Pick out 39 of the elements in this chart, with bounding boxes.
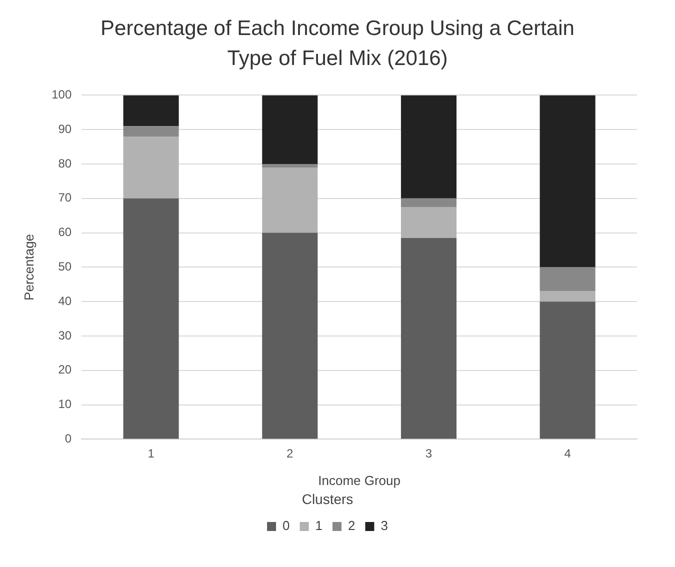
bar xyxy=(540,267,596,292)
bar xyxy=(540,302,596,439)
bar xyxy=(400,207,456,238)
legend-label: 2 xyxy=(348,518,356,534)
y-tick-label: 20 xyxy=(58,362,72,377)
bar xyxy=(540,291,596,302)
chart-title: Percentage of Each Income Group Using a Certain Type of Fuel Mix (2016) xyxy=(100,16,576,72)
y-tick-label: 30 xyxy=(58,328,72,342)
bar xyxy=(262,232,318,439)
legend-title: Clusters xyxy=(302,491,354,508)
y-tick-label: 80 xyxy=(58,156,72,170)
bar xyxy=(400,198,456,207)
y-tick-label: 100 xyxy=(52,88,72,102)
y-tick-label: 70 xyxy=(58,190,72,205)
x-tick-label: 4 xyxy=(564,446,572,461)
x-tick-label: 1 xyxy=(148,446,155,461)
bar xyxy=(400,95,456,198)
y-tick-label: 50 xyxy=(58,260,72,274)
x-axis-title: Income Group xyxy=(318,472,400,488)
legend-label: 3 xyxy=(380,518,388,534)
bar xyxy=(123,126,179,136)
bar xyxy=(123,198,179,439)
legend-label: 0 xyxy=(282,518,290,534)
bar xyxy=(123,95,179,126)
bar xyxy=(540,95,596,268)
bar xyxy=(262,95,318,164)
y-tick-label: 0 xyxy=(64,432,72,446)
x-tick-label: 2 xyxy=(286,446,294,461)
y-tick-label: 40 xyxy=(58,294,72,308)
bar xyxy=(123,136,179,198)
legend-label: 1 xyxy=(315,518,323,534)
y-tick-label: 60 xyxy=(58,225,72,240)
y-tick-label: 90 xyxy=(58,122,72,136)
bar xyxy=(400,238,456,439)
y-tick-label: 10 xyxy=(58,397,72,412)
bar xyxy=(262,164,318,168)
bar xyxy=(262,167,318,233)
y-axis-title: Percentage xyxy=(21,234,36,300)
x-tick-label: 3 xyxy=(425,446,432,461)
